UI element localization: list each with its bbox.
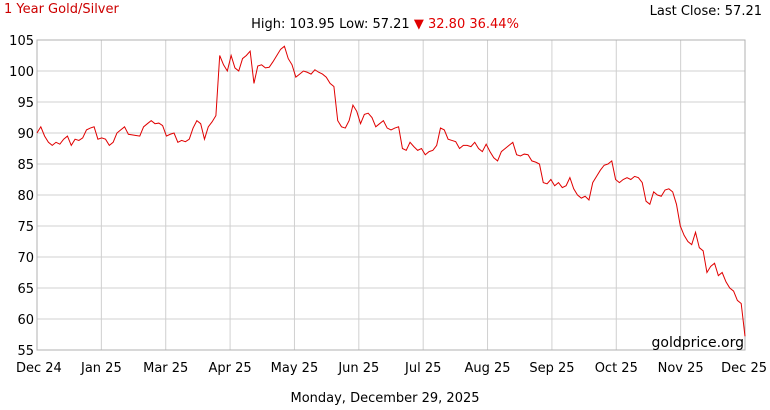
y-tick-label: 70 [17,251,34,266]
last-close-label: Last Close: 57.21 [649,4,762,19]
y-tick-label: 105 [9,34,34,49]
y-tick-label: 55 [17,344,34,359]
x-tick-label: Apr 25 [209,361,252,376]
down-arrow-icon: ▼ [413,17,424,32]
y-tick-label: 75 [17,220,34,235]
series-line [36,45,746,337]
plot-border [36,39,746,351]
x-tick-label: Aug 25 [465,361,511,376]
chart-grid [36,39,746,351]
chart-title: 1 Year Gold/Silver [4,2,119,17]
date-caption: Monday, December 29, 2025 [290,391,480,406]
x-tick-label: Jul 25 [404,361,441,376]
x-tick-label: Mar 25 [143,361,188,376]
y-tick-label: 100 [9,65,34,80]
x-tick-label: Dec 24 [16,361,62,376]
y-tick-label: 80 [17,189,34,204]
x-tick-label: Oct 25 [595,361,638,376]
high-low-stats: High: 103.95 Low: 57.21 ▼ 32.80 36.44% [0,17,770,32]
x-tick-label: Nov 25 [658,361,704,376]
high-low-text: High: 103.95 Low: 57.21 [251,17,410,32]
goldprice-watermark: goldprice.org [652,335,744,351]
y-axis-ticks: 55 60 65 70 75 80 85 90 95 100 105 [9,34,34,359]
x-tick-label: Jun 25 [337,361,379,376]
x-tick-label: May 25 [271,361,319,376]
y-tick-label: 65 [17,282,34,297]
y-tick-label: 85 [17,158,34,173]
y-tick-label: 95 [17,96,34,111]
y-tick-label: 90 [17,127,34,142]
x-axis-ticks: Dec 24 Jan 25 Mar 25 Apr 25 May 25 Jun 25 Jul … [16,361,767,376]
x-tick-label: Dec 25 [721,361,767,376]
y-tick-label: 60 [17,313,34,328]
x-tick-label: Jan 25 [80,361,122,376]
change-text: 32.80 36.44% [428,17,519,32]
x-tick-label: Sep 25 [529,361,574,376]
